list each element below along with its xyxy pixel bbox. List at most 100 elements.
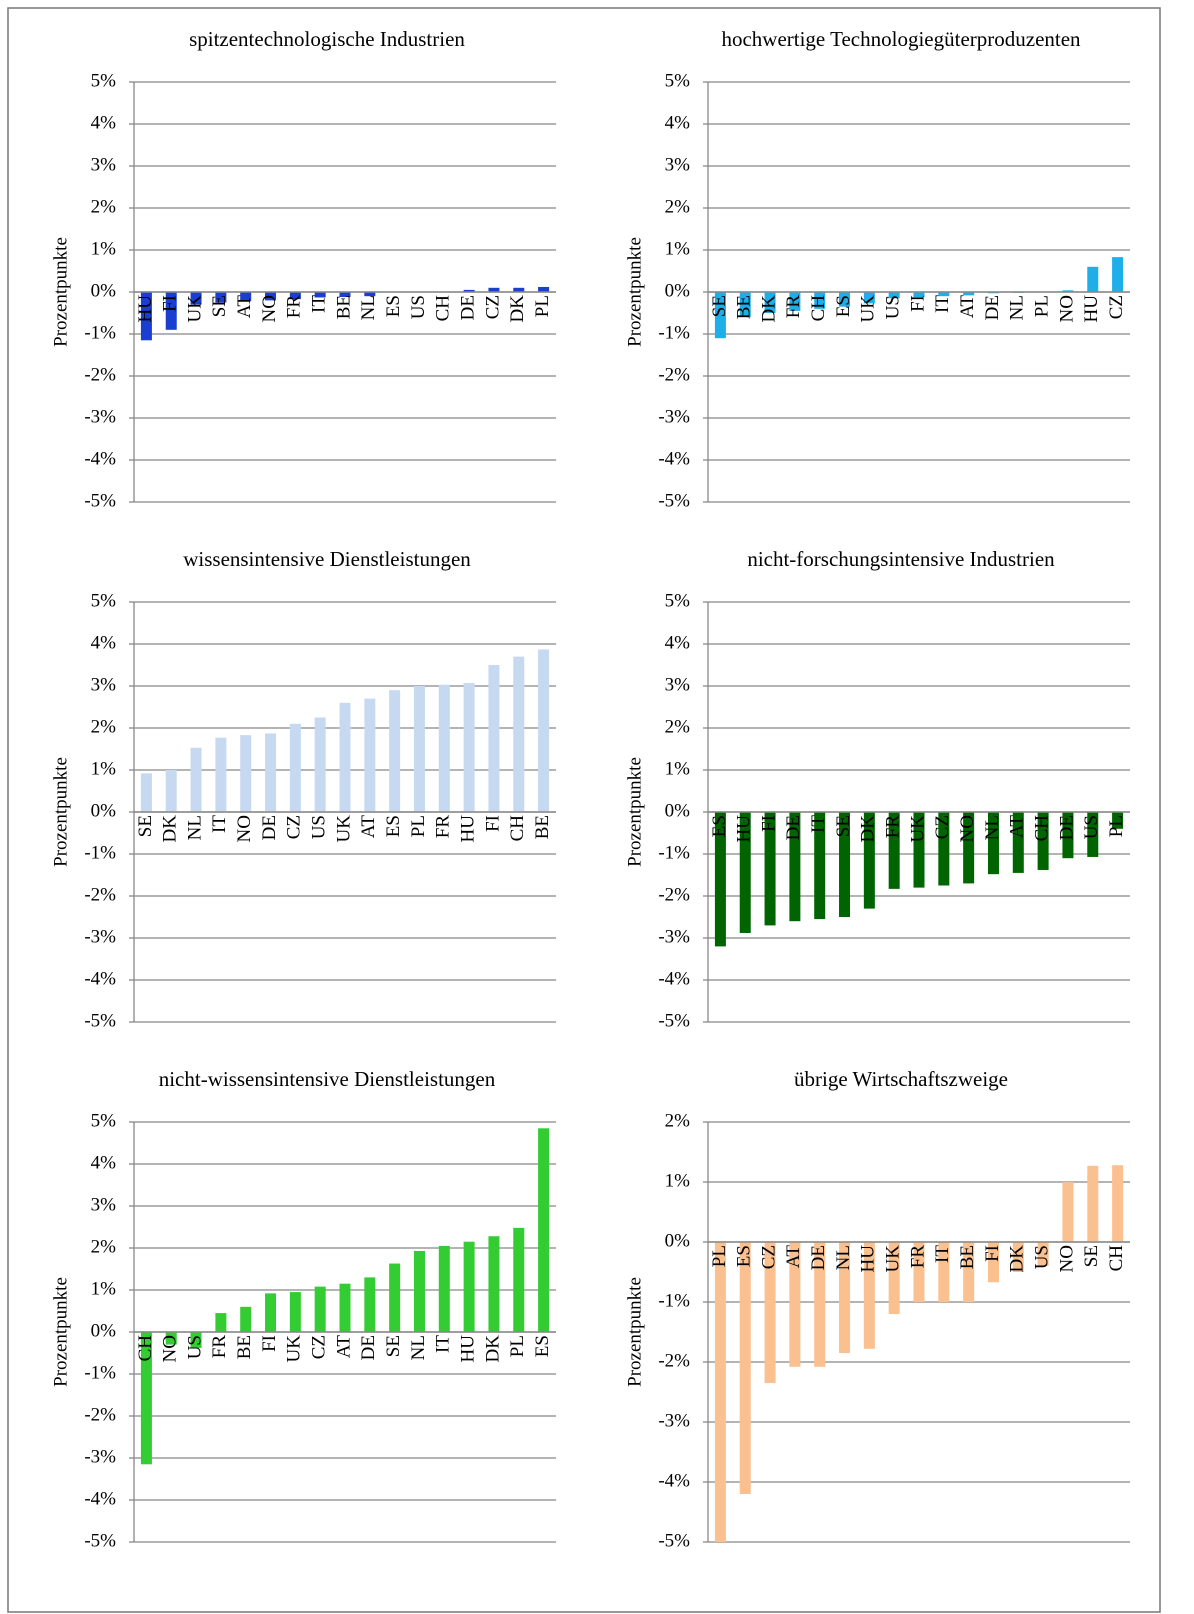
x-tick-label: FI [259,1335,280,1352]
y-tick-label: -3% [84,406,116,427]
y-tick-label: 5% [91,590,117,611]
bar [339,702,351,812]
x-tick-label: US [1031,1245,1052,1269]
x-tick-label: HU [457,815,478,843]
bar [339,292,351,298]
bar [389,1263,401,1332]
y-tick-label: -1% [658,842,690,863]
x-tick-label: SE [209,295,230,317]
y-tick-label: 0% [665,280,691,301]
bar [438,1245,450,1332]
chart-title: spitzentechnologische Industrien [189,27,465,51]
x-tick-label: DE [1056,815,1077,840]
y-tick-label: 2% [91,1236,117,1257]
y-tick-label: -4% [84,448,116,469]
x-tick-label: IT [932,295,953,313]
x-tick-label: UK [883,1245,904,1273]
bar [364,292,376,297]
bar [364,698,376,812]
bar [289,723,301,812]
bar [513,656,525,812]
x-tick-label: FR [284,295,305,319]
x-tick-label: PL [507,1335,528,1357]
bar [814,1242,826,1367]
x-tick-label: BE [234,1335,255,1359]
bar [165,1332,177,1345]
x-tick-label: NO [234,815,255,842]
bar [739,812,751,933]
bar [339,1283,351,1332]
y-tick-label: -1% [84,1362,116,1383]
chart-title: hochwertige Technologiegüterproduzenten [721,27,1081,51]
y-tick-label: 1% [665,1170,691,1191]
bar [463,683,475,812]
x-tick-label: NO [1056,1245,1077,1272]
x-tick-label: UK [858,295,879,323]
bar [1062,290,1074,292]
x-tick-label: FR [783,295,804,319]
x-tick-label: NL [184,815,205,840]
x-tick-label: NO [259,295,280,322]
x-tick-label: NO [1056,295,1077,322]
x-tick-label: DE [358,1335,379,1360]
y-tick-label: 3% [665,154,691,175]
x-tick-label: BE [333,295,354,319]
x-tick-label: DE [982,295,1003,320]
x-tick-label: AT [783,1245,804,1269]
y-tick-label: -3% [658,1410,690,1431]
bar [463,1241,475,1332]
x-tick-label: IT [932,1245,953,1263]
y-tick-label: 0% [665,1230,691,1251]
bar [215,1313,227,1332]
bar [314,717,326,812]
x-tick-label: SE [135,815,156,837]
x-tick-label: CH [1106,1245,1127,1272]
x-tick-label: DE [808,1245,829,1270]
bar [963,812,975,884]
bar [839,1242,851,1353]
x-tick-label: CZ [284,815,305,839]
x-tick-label: ES [532,1335,553,1357]
bar [314,1286,326,1332]
y-tick-label: 2% [665,716,691,737]
x-tick-label: FR [907,1245,928,1269]
x-tick-label: ES [383,815,404,837]
y-tick-label: -5% [658,1530,690,1551]
x-tick-label: CH [433,295,454,322]
y-tick-label: 5% [91,70,117,91]
x-tick-label: ES [383,295,404,317]
y-tick-label: -5% [658,1010,690,1031]
y-tick-label: -5% [84,1530,116,1551]
x-tick-label: US [184,1335,205,1359]
x-tick-label: CZ [309,1335,330,1359]
y-tick-label: 0% [665,800,691,821]
bar [764,292,776,313]
x-tick-label: IT [433,1335,454,1353]
bar [913,292,925,298]
bar [463,289,475,292]
y-tick-label: -4% [658,968,690,989]
y-tick-label: -1% [658,1290,690,1311]
x-tick-label: NL [833,1245,854,1270]
x-tick-label: FR [883,815,904,839]
x-tick-label: BE [532,815,553,839]
bar [863,1242,875,1349]
bar [215,292,227,303]
bar [839,812,851,917]
y-tick-label: 0% [91,1320,117,1341]
x-tick-label: IT [808,815,829,833]
x-tick-label: CZ [482,295,503,319]
x-tick-label: ES [709,815,730,837]
x-tick-label: PL [1031,295,1052,317]
x-tick-label: SE [833,815,854,837]
bar [190,1332,202,1348]
bar [913,812,925,888]
x-tick-label: AT [957,295,978,319]
bar [1112,812,1124,829]
x-tick-label: NL [1007,295,1028,320]
x-tick-label: DK [482,1335,503,1363]
x-tick-label: DE [783,815,804,840]
x-tick-label: SE [1081,1245,1102,1267]
y-tick-label: 1% [91,1278,117,1299]
y-axis-label: Prozentpunkte [50,1277,71,1387]
